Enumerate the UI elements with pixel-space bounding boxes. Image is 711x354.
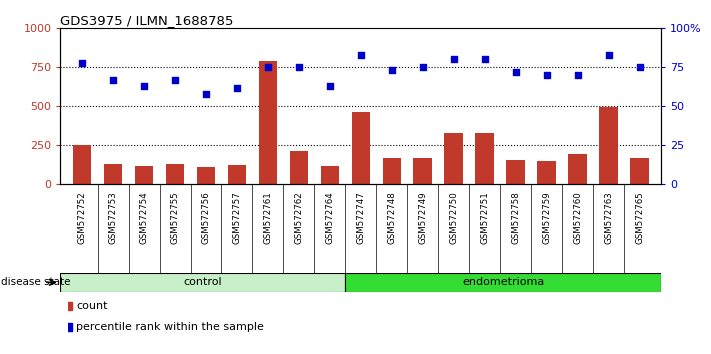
Bar bbox=[351, 112, 370, 184]
Text: endometrioma: endometrioma bbox=[462, 277, 544, 287]
Point bbox=[62, 303, 73, 309]
Point bbox=[76, 60, 87, 65]
Bar bbox=[166, 164, 184, 184]
Bar bbox=[476, 133, 494, 184]
Point bbox=[169, 77, 181, 82]
Bar bbox=[383, 158, 401, 184]
Point bbox=[293, 64, 304, 70]
Bar bbox=[568, 154, 587, 184]
Bar bbox=[135, 166, 154, 184]
Text: disease state: disease state bbox=[1, 277, 70, 287]
Text: GSM572762: GSM572762 bbox=[294, 191, 304, 244]
Bar bbox=[538, 161, 556, 184]
Text: GSM572760: GSM572760 bbox=[573, 191, 582, 244]
Bar bbox=[60, 273, 345, 292]
Point bbox=[448, 57, 459, 62]
Text: GSM572747: GSM572747 bbox=[356, 191, 365, 244]
Bar bbox=[321, 166, 339, 184]
Bar bbox=[630, 158, 649, 184]
Point bbox=[634, 64, 646, 70]
Text: GSM572765: GSM572765 bbox=[635, 191, 644, 244]
Text: GDS3975 / ILMN_1688785: GDS3975 / ILMN_1688785 bbox=[60, 14, 234, 27]
Text: GSM572754: GSM572754 bbox=[139, 191, 149, 244]
Text: GSM572752: GSM572752 bbox=[77, 191, 87, 244]
Point bbox=[417, 64, 429, 70]
Text: GSM572750: GSM572750 bbox=[449, 191, 458, 244]
Text: GSM572755: GSM572755 bbox=[171, 191, 179, 244]
Text: GSM572757: GSM572757 bbox=[232, 191, 242, 244]
Text: control: control bbox=[183, 277, 222, 287]
Bar bbox=[104, 164, 122, 184]
Bar bbox=[197, 167, 215, 184]
Point bbox=[603, 52, 614, 58]
Point bbox=[541, 72, 552, 78]
Point bbox=[479, 57, 491, 62]
Bar bbox=[228, 165, 246, 184]
Bar bbox=[289, 150, 308, 184]
Point bbox=[510, 69, 521, 75]
Text: GSM572764: GSM572764 bbox=[326, 191, 334, 244]
Point bbox=[572, 72, 583, 78]
Text: GSM572753: GSM572753 bbox=[109, 191, 117, 244]
Bar bbox=[73, 145, 92, 184]
Text: GSM572751: GSM572751 bbox=[480, 191, 489, 244]
Bar bbox=[444, 133, 463, 184]
Bar bbox=[599, 107, 618, 184]
Point bbox=[355, 52, 367, 58]
Text: percentile rank within the sample: percentile rank within the sample bbox=[77, 322, 264, 332]
Text: GSM572756: GSM572756 bbox=[201, 191, 210, 244]
Point bbox=[231, 85, 242, 90]
Text: GSM572759: GSM572759 bbox=[542, 191, 551, 244]
Text: GSM572749: GSM572749 bbox=[418, 191, 427, 244]
Bar bbox=[506, 160, 525, 184]
Point bbox=[324, 83, 336, 89]
Bar bbox=[414, 158, 432, 184]
Text: GSM572758: GSM572758 bbox=[511, 191, 520, 244]
Text: GSM572763: GSM572763 bbox=[604, 191, 613, 244]
Point bbox=[262, 64, 274, 70]
Point bbox=[386, 68, 397, 73]
Point bbox=[62, 325, 73, 330]
Text: GSM572761: GSM572761 bbox=[264, 191, 272, 244]
Bar bbox=[259, 61, 277, 184]
Text: GSM572748: GSM572748 bbox=[387, 191, 396, 244]
Point bbox=[107, 77, 119, 82]
Bar bbox=[345, 273, 661, 292]
Point bbox=[201, 91, 212, 97]
Text: count: count bbox=[77, 301, 108, 311]
Point bbox=[139, 83, 150, 89]
